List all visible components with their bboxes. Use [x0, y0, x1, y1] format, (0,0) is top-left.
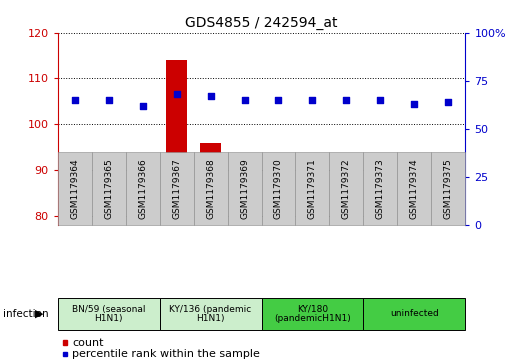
- Text: GSM1179374: GSM1179374: [410, 158, 419, 219]
- Text: GSM1179372: GSM1179372: [342, 158, 351, 219]
- Bar: [200, 143, 221, 225]
- Point: [241, 97, 249, 103]
- Text: uninfected: uninfected: [390, 310, 439, 318]
- Point: [445, 99, 453, 105]
- Text: GSM1179368: GSM1179368: [206, 158, 215, 219]
- Text: count: count: [72, 338, 104, 348]
- Bar: [234, 156, 255, 225]
- Text: BN/59 (seasonal
H1N1): BN/59 (seasonal H1N1): [72, 305, 145, 323]
- Bar: [336, 197, 357, 225]
- Bar: [132, 211, 153, 225]
- Bar: [98, 156, 119, 225]
- Point: [377, 97, 385, 103]
- Text: GSM1179373: GSM1179373: [376, 158, 385, 219]
- Text: GSM1179366: GSM1179366: [138, 158, 147, 219]
- Text: GSM1179375: GSM1179375: [444, 158, 453, 219]
- Text: KY/180
(pandemicH1N1): KY/180 (pandemicH1N1): [274, 305, 351, 323]
- Bar: [302, 188, 323, 225]
- Text: GSM1179365: GSM1179365: [104, 158, 113, 219]
- Title: GDS4855 / 242594_at: GDS4855 / 242594_at: [185, 16, 338, 30]
- Bar: [438, 197, 459, 225]
- Point: [275, 97, 283, 103]
- Point: [206, 93, 215, 99]
- Bar: [64, 166, 85, 225]
- Point: [70, 97, 78, 103]
- Text: ▶: ▶: [35, 309, 43, 319]
- Text: GSM1179364: GSM1179364: [70, 158, 79, 219]
- Bar: [268, 202, 289, 225]
- Text: infection: infection: [3, 309, 48, 319]
- Text: GSM1179367: GSM1179367: [172, 158, 181, 219]
- Point: [173, 91, 181, 97]
- Bar: [166, 60, 187, 225]
- Text: GSM1179371: GSM1179371: [308, 158, 317, 219]
- Point: [309, 97, 317, 103]
- Text: GSM1179370: GSM1179370: [274, 158, 283, 219]
- Point: [411, 101, 419, 107]
- Point: [138, 103, 146, 109]
- Bar: [404, 216, 425, 225]
- Bar: [370, 188, 391, 225]
- Text: KY/136 (pandemic
H1N1): KY/136 (pandemic H1N1): [169, 305, 252, 323]
- Text: percentile rank within the sample: percentile rank within the sample: [72, 349, 260, 359]
- Point: [105, 97, 113, 103]
- Text: GSM1179369: GSM1179369: [240, 158, 249, 219]
- Point: [343, 97, 351, 103]
